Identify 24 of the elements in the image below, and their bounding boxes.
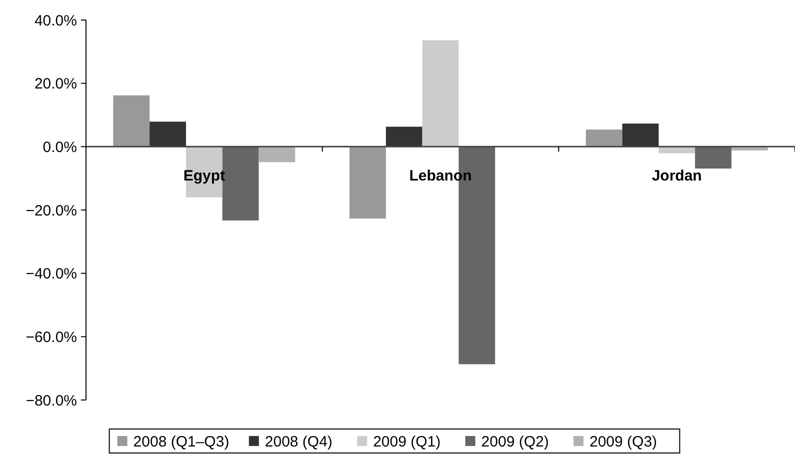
y-tick-label: 0.0% — [42, 138, 77, 156]
bar — [422, 40, 459, 147]
x-tick-label: Egypt — [183, 168, 226, 185]
bar — [113, 95, 150, 147]
bar — [350, 146, 386, 219]
bar — [622, 124, 659, 147]
bar — [695, 146, 732, 169]
y-tick-label: −20.0% — [26, 202, 77, 220]
legend-label: 2009 (Q2) — [481, 433, 549, 450]
legend-label: 2008 (Q4) — [264, 433, 332, 450]
bar — [658, 146, 696, 154]
y-tick-label: 40.0% — [34, 12, 77, 30]
legend-label: 2009 (Q3) — [590, 433, 658, 450]
y-tick-label: −80.0% — [26, 392, 77, 410]
y-tick-label: −40.0% — [26, 266, 77, 283]
legend-label: 2009 (Q1) — [373, 433, 441, 450]
bar — [586, 130, 622, 147]
bar — [386, 126, 422, 147]
legend-label: 2008 (Q1–Q3) — [133, 433, 230, 450]
y-tick-label: 20.0% — [34, 76, 77, 93]
bar — [150, 122, 186, 147]
bar — [258, 146, 296, 162]
x-tick-label: Jordan — [652, 168, 702, 185]
y-tick-label: −60.0% — [26, 328, 77, 346]
